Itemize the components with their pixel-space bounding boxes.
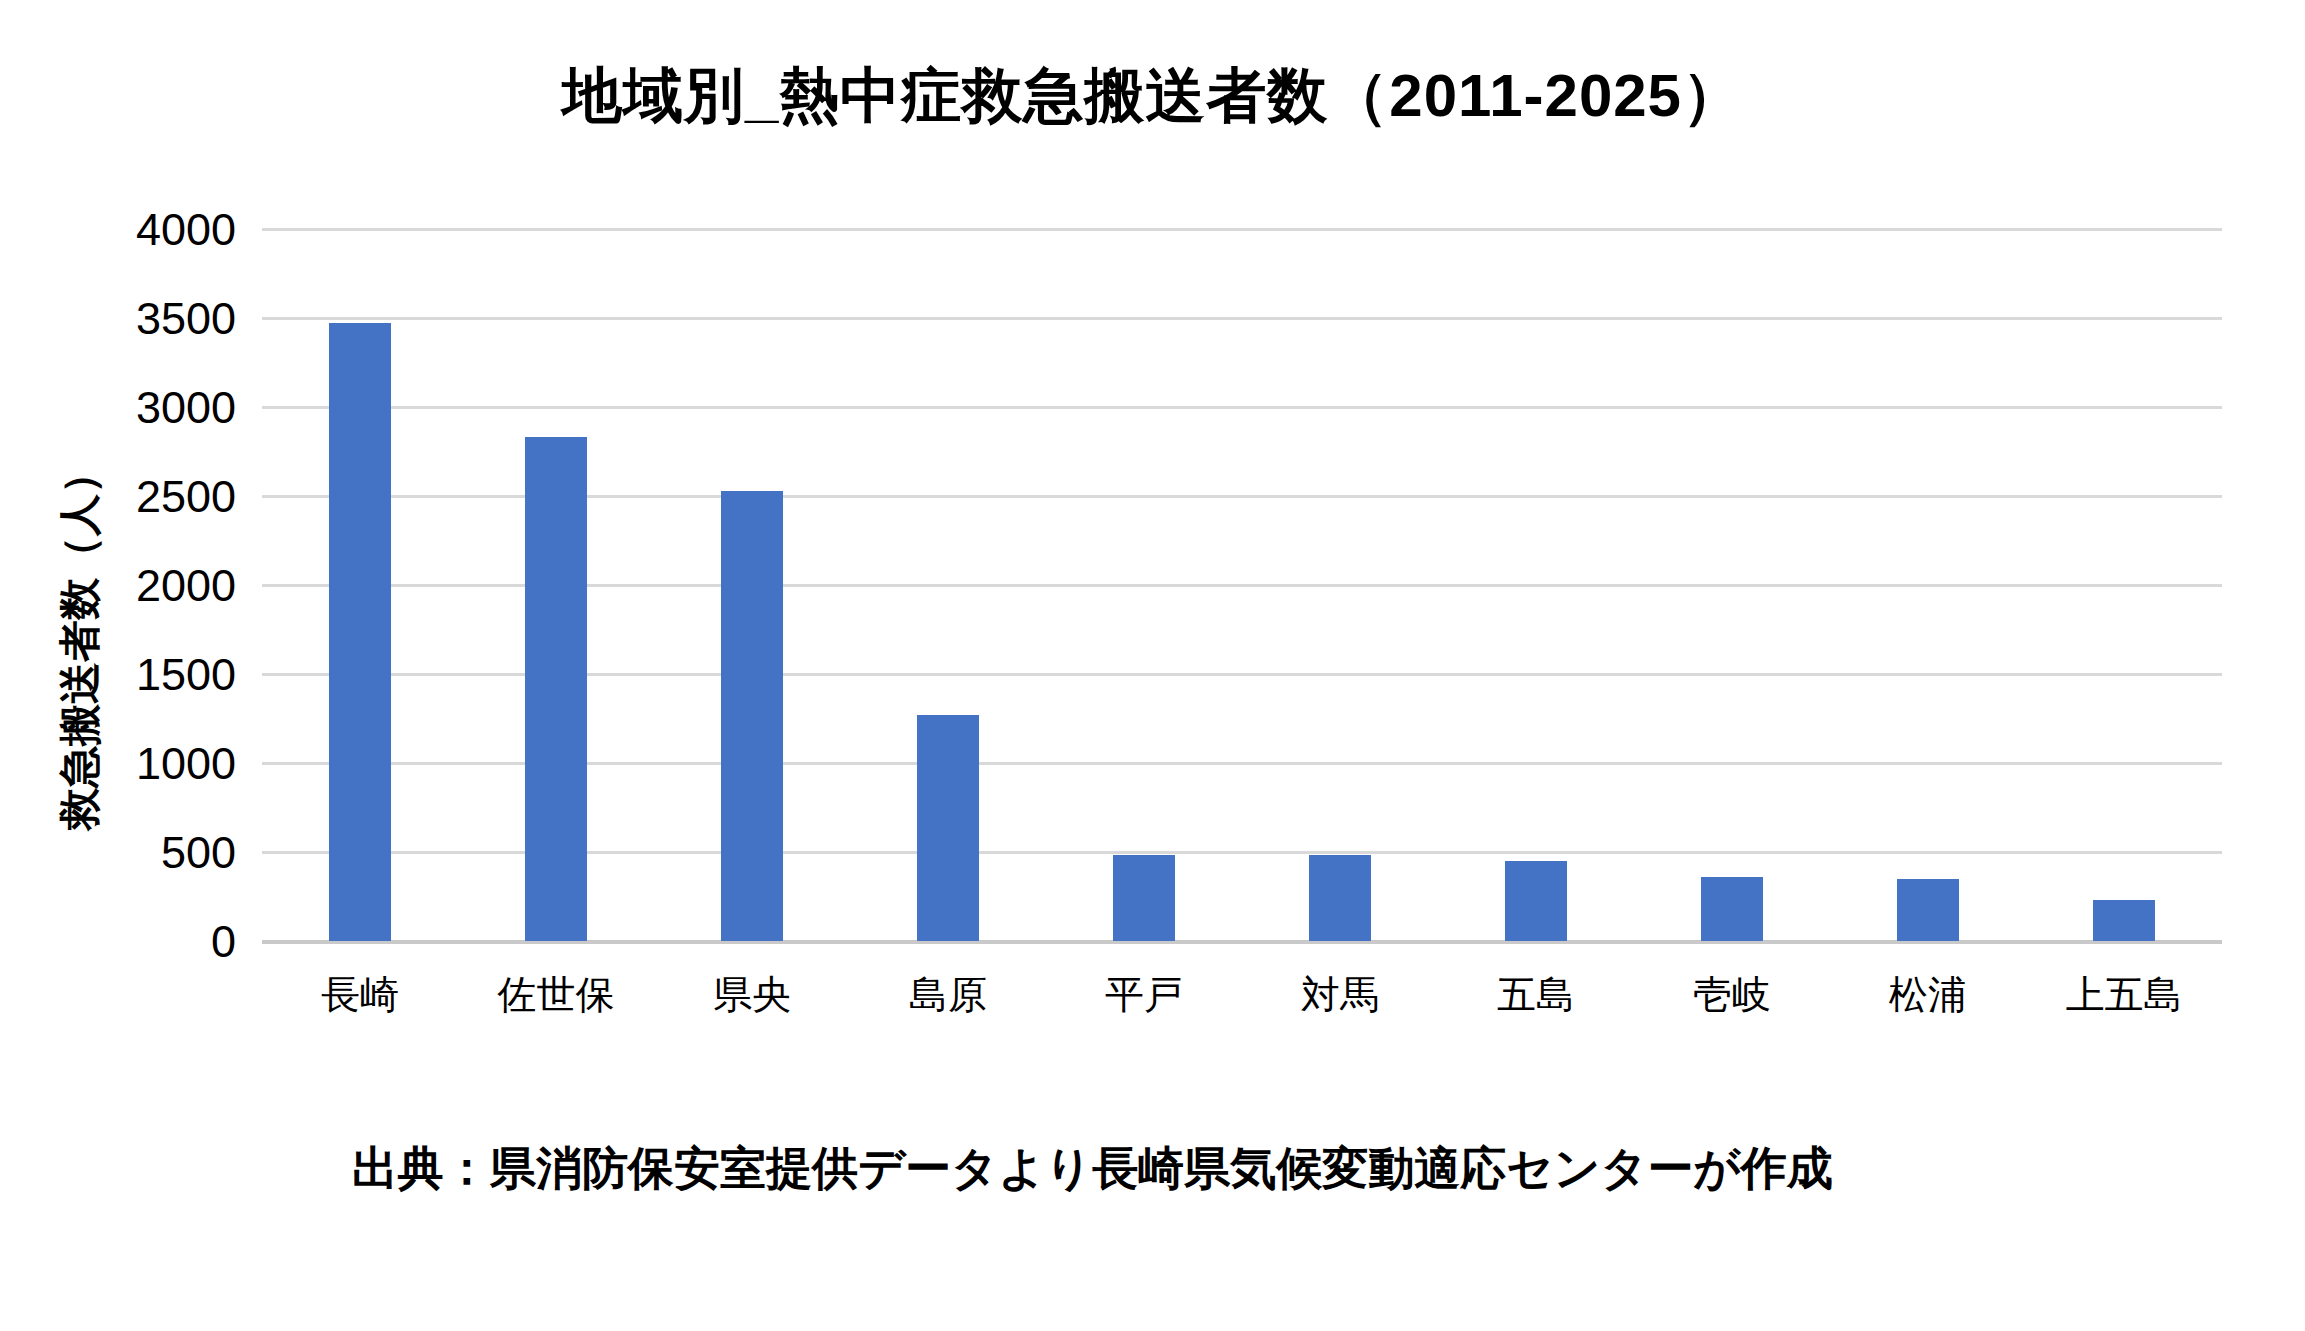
bar-壱岐	[1701, 877, 1763, 941]
x-label-上五島: 上五島	[2026, 968, 2222, 1022]
bar-佐世保	[525, 437, 587, 941]
x-label-佐世保: 佐世保	[458, 968, 654, 1022]
bar-slot-対馬	[1242, 229, 1438, 941]
x-axis-category-labels: 長崎佐世保県央島原平戸対馬五島壱岐松浦上五島	[262, 968, 2222, 1022]
x-label-対馬: 対馬	[1242, 968, 1438, 1022]
x-label-島原: 島原	[850, 968, 1046, 1022]
bar-五島	[1505, 861, 1567, 941]
bar-上五島	[2093, 900, 2155, 941]
bar-slot-平戸	[1046, 229, 1242, 941]
y-tick-label: 1000	[0, 741, 236, 786]
bar-slot-壱岐	[1634, 229, 1830, 941]
chart-canvas: 地域別_熱中症救急搬送者数（2011-2025） 救急搬送者数（人） 05001…	[0, 0, 2305, 1331]
x-label-長崎: 長崎	[262, 968, 458, 1022]
y-tick-label: 0	[0, 919, 236, 964]
bar-slot-長崎	[262, 229, 458, 941]
source-note: 出典：県消防保安室提供データより長崎県気候変動適応センターが作成	[352, 1138, 1833, 1200]
bar-slot-県央	[654, 229, 850, 941]
x-label-五島: 五島	[1438, 968, 1634, 1022]
x-label-壱岐: 壱岐	[1634, 968, 1830, 1022]
x-label-松浦: 松浦	[1830, 968, 2026, 1022]
bars-row	[262, 229, 2222, 941]
bar-県央	[721, 491, 783, 941]
bar-slot-松浦	[1830, 229, 2026, 941]
bar-slot-五島	[1438, 229, 1634, 941]
y-tick-label: 4000	[0, 207, 236, 252]
y-tick-label: 3500	[0, 296, 236, 341]
y-tick-label: 500	[0, 830, 236, 875]
bar-平戸	[1113, 855, 1175, 941]
bar-対馬	[1309, 855, 1371, 941]
x-label-平戸: 平戸	[1046, 968, 1242, 1022]
plot-area	[262, 229, 2222, 941]
bar-島原	[917, 715, 979, 941]
bar-長崎	[329, 323, 391, 941]
y-tick-label: 2000	[0, 563, 236, 608]
bar-松浦	[1897, 879, 1959, 941]
y-tick-label: 3000	[0, 385, 236, 430]
chart-title: 地域別_熱中症救急搬送者数（2011-2025）	[0, 56, 2305, 137]
y-tick-label: 1500	[0, 652, 236, 697]
bar-slot-上五島	[2026, 229, 2222, 941]
x-label-県央: 県央	[654, 968, 850, 1022]
y-tick-label: 2500	[0, 474, 236, 519]
bar-slot-島原	[850, 229, 1046, 941]
y-axis-tick-labels: 0 500 1000 1500 2000 2500 3000 3500 4000	[0, 0, 236, 1331]
bar-slot-佐世保	[458, 229, 654, 941]
